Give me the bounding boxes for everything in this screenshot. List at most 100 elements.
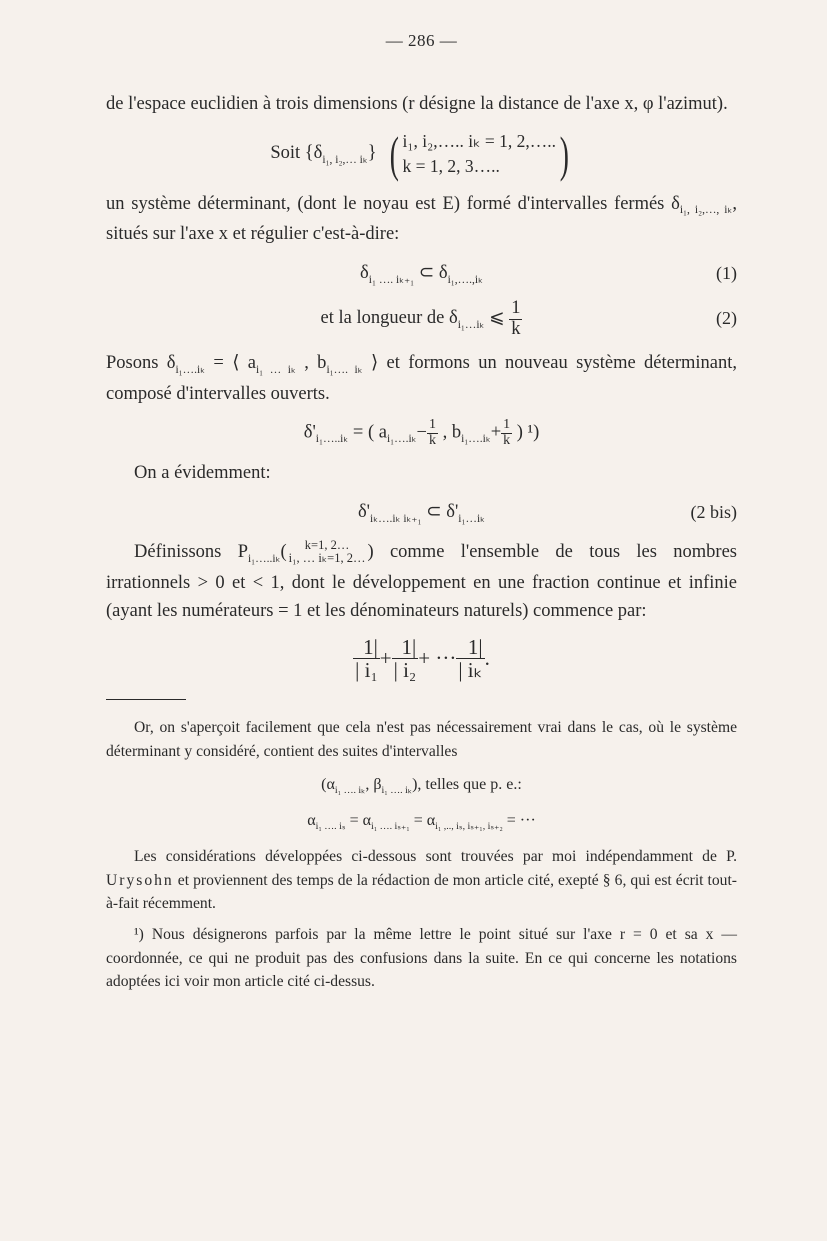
footnote-rule — [106, 699, 186, 700]
paragraph-1: de l'espace euclidien à trois dimensions… — [106, 90, 737, 119]
eq4b: ⊂ δ' — [421, 502, 458, 522]
eq1-sub-a: i₁ …. iₖ₊₁ — [369, 274, 414, 286]
eq4b-sub: i₁…iₖ — [458, 513, 485, 525]
p2-sub: i₁, i₂,…, iₖ — [680, 204, 733, 216]
f-eq2c-sub: i₁ ,.., iₛ, iₛ₊₁, iₛ₊₂ — [435, 821, 503, 832]
eq4a-sub: iₖ….iₖ iₖ₊₁ — [370, 513, 421, 525]
eq3a-sub: i₁…..iₖ — [316, 433, 348, 445]
paragraph-2: un système déterminant, (dont le noyau e… — [106, 190, 737, 249]
eq3-body: δ'i₁…..iₖ = ( ai₁….iₖ−1k , bi₁….iₖ+1k ) … — [304, 418, 540, 449]
eq4a: δ' — [358, 502, 370, 522]
f-eq2b: = α — [346, 812, 371, 829]
eq3c-frac: 1k — [501, 418, 512, 448]
equation-2: et la longueur de δi₁…iₖ ⩽ 1 k (2) — [106, 299, 737, 339]
eq2-label: (2) — [716, 305, 737, 333]
soit-left: Soit {δ — [270, 143, 322, 163]
cf1n: 1| — [353, 636, 380, 659]
p3b: = ⟨ a — [205, 353, 256, 373]
eq1-mid: ⊂ δ — [414, 263, 447, 283]
cf-plus-1: + — [380, 642, 392, 675]
eq1-body: δi₁ …. iₖ₊₁ ⊂ δi₁,….,iₖ — [360, 259, 483, 289]
f-eq1c: ), telles que p. e.: — [412, 776, 522, 793]
soit-stack-line1: i₁, i₂,….. iₖ = 1, 2,….. — [403, 131, 556, 151]
p5b-bot: i₁, … iₖ=1, 2… — [287, 552, 368, 565]
p3a: Posons δ — [106, 353, 176, 373]
cfkd: | iₖ — [456, 659, 484, 681]
cf1d: | i₁ — [353, 659, 380, 681]
f-eq1b: , β — [365, 776, 381, 793]
eq3b-sub: i₁….iₖ — [387, 433, 417, 445]
eq2-body: et la longueur de δi₁…iₖ ⩽ 1 k — [321, 299, 523, 339]
cf-term-1: 1| | i₁ — [353, 636, 380, 681]
foot-p2b: et proviennent des temps de la rédaction… — [106, 872, 737, 912]
f-eq2b-sub: i₁ …. iₛ₊₁ — [371, 821, 410, 832]
p3b-sub: i₁ … iₖ — [256, 364, 296, 376]
eq2bis-label: (2 bis) — [691, 499, 738, 527]
f-eq1a-sub: i₁ …. iₖ — [335, 785, 366, 796]
eq3b: = ( a — [348, 423, 387, 443]
foot-p2-name: Urysohn — [106, 872, 174, 889]
p3a-sub: i₁….iₖ — [176, 364, 206, 376]
p3d: ⟩ et formons un nouveau système détermin… — [106, 353, 737, 403]
cf-term-2: 1| | i₂ — [392, 636, 419, 681]
paragraph-4: On a évidemment: — [106, 459, 737, 488]
page-number: — 286 — — [106, 28, 737, 54]
paragraph-3: Posons δi₁….iₖ = ⟨ ai₁ … iₖ , bi₁…. iₖ ⟩… — [106, 349, 737, 408]
continued-fraction: 1| | i₁ + 1| | i₂ + ··· 1| | iₖ . — [106, 636, 737, 681]
eq2-num: 1 — [509, 299, 522, 319]
p5b-stack: k=1, 2…i₁, … iₖ=1, 2… — [287, 539, 368, 565]
foot-p2a: Les considérations développées ci-dessou… — [134, 848, 737, 865]
eq3c-plus: + — [491, 423, 501, 443]
eq3c: , b — [438, 423, 461, 443]
cf-term-k: 1| | iₖ — [456, 636, 484, 681]
eq4-body: δ'iₖ….iₖ iₖ₊₁ ⊂ δ'i₁…iₖ — [358, 498, 485, 528]
soit-equation: Soit {δi₁, i₂,… iₖ} ( i₁, i₂,….. iₖ = 1,… — [106, 129, 737, 180]
p3c-sub: i₁…. iₖ — [326, 364, 362, 376]
soit-right: } — [368, 143, 377, 163]
eq2-frac: 1 k — [509, 299, 522, 339]
cf2n: 1| — [392, 636, 419, 659]
soit-stack: i₁, i₂,….. iₖ = 1, 2,….. k = 1, 2, 3….. — [403, 129, 556, 180]
f-eq2c: = α — [410, 812, 435, 829]
f-eq2a-sub: i₁ …. iₛ — [316, 821, 346, 832]
soit-text: Soit {δi₁, i₂,… iₖ} — [270, 139, 376, 169]
eq3b-frac: 1k — [427, 418, 438, 448]
eq3c-sub: i₁….iₖ — [461, 433, 491, 445]
eq2-den: k — [509, 320, 522, 339]
eq1-sub-b: i₁,….,iₖ — [448, 274, 483, 286]
eq3b-fnum: 1 — [427, 418, 438, 434]
cf2d: | i₂ — [392, 659, 419, 681]
eq3c-fden: k — [501, 434, 512, 449]
soit-stack-line2: k = 1, 2, 3….. — [403, 156, 500, 176]
big-paren-left: ( — [390, 129, 399, 179]
eq2-le: ⩽ — [484, 309, 509, 329]
footnote-p3: ¹) Nous désignerons parfois par la même … — [106, 923, 737, 993]
equation-3: δ'i₁…..iₖ = ( ai₁….iₖ−1k , bi₁….iₖ+1k ) … — [106, 418, 737, 449]
soit-sub: i₁, i₂,… iₖ — [322, 154, 367, 166]
f-eq1a: (α — [321, 776, 335, 793]
footnote-eq2: αi₁ …. iₛ = αi₁ …. iₛ₊₁ = αi₁ ,.., iₛ, i… — [106, 809, 737, 835]
paragraph-5: Définissons Pi₁…..iₖ(k=1, 2…i₁, … iₖ=1, … — [106, 538, 737, 626]
f-eq2a: α — [307, 812, 315, 829]
f-eq1b-sub: i₁ …. iₖ — [382, 785, 413, 796]
cf-dots: + ··· — [418, 642, 456, 675]
big-paren-right: ) — [560, 129, 569, 179]
f-eq2d: = ··· — [503, 812, 536, 829]
eq3b-fden: k — [427, 434, 438, 449]
eq1-delta-a: δ — [360, 263, 369, 283]
eq2-sub: i₁…iₖ — [458, 319, 485, 331]
equation-2bis: δ'iₖ….iₖ iₖ₊₁ ⊂ δ'i₁…iₖ (2 bis) — [106, 498, 737, 528]
footnote-p1: Or, on s'aperçoit facilement que cela n'… — [106, 716, 737, 763]
equation-1: δi₁ …. iₖ₊₁ ⊂ δi₁,….,iₖ (1) — [106, 259, 737, 289]
p2-a: un système déterminant, (dont le noyau e… — [106, 194, 680, 214]
cf-final-dot: . — [485, 642, 490, 675]
eq3d: ) ¹) — [512, 423, 539, 443]
eq3a: δ' — [304, 423, 316, 443]
cfkn: 1| — [456, 636, 484, 659]
eq1-label: (1) — [716, 260, 737, 288]
p3c: , b — [296, 353, 327, 373]
p5a: Définissons P — [134, 542, 248, 562]
p5a-sub: i₁…..iₖ — [248, 553, 280, 565]
eq2-pre: et la longueur de δ — [321, 309, 458, 329]
eq3c-fnum: 1 — [501, 418, 512, 434]
